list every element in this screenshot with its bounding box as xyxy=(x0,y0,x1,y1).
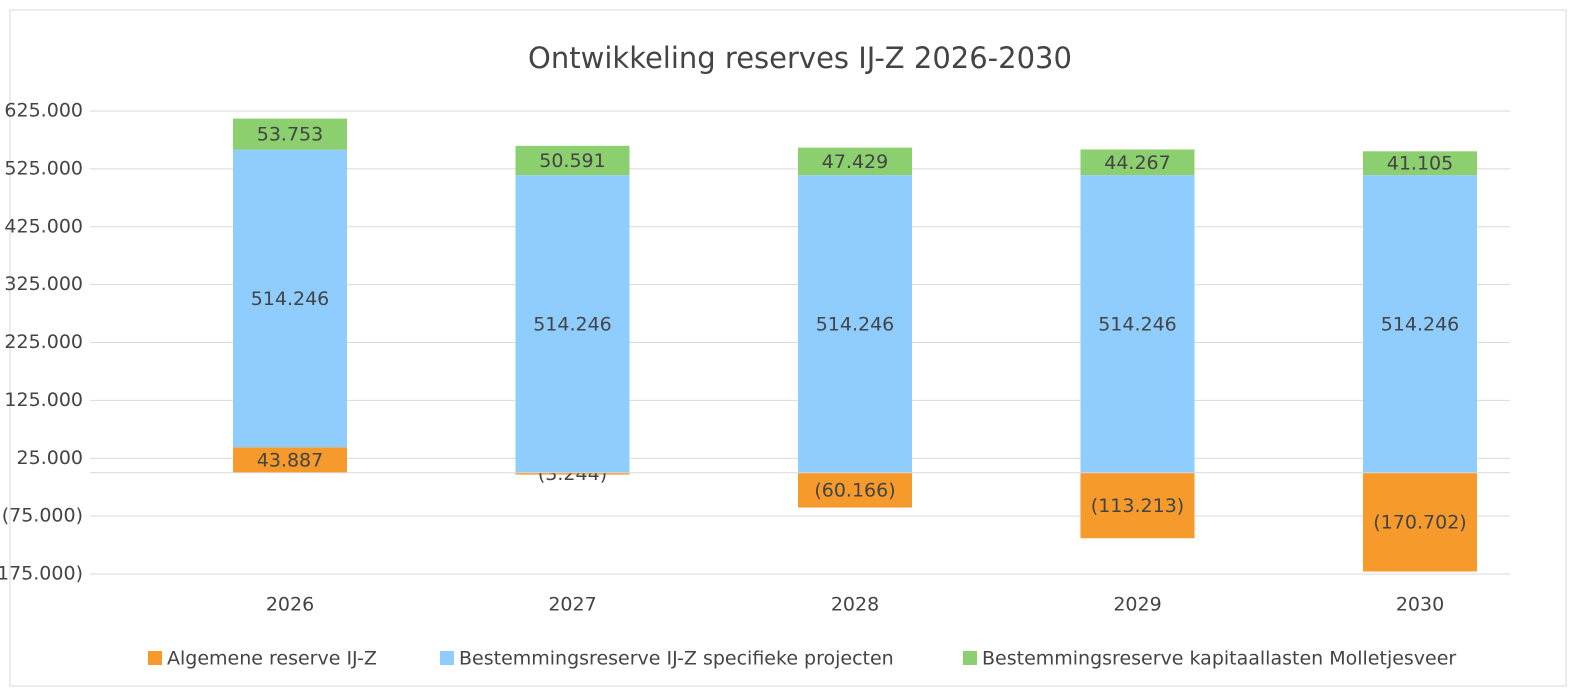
data-label: (170.702) xyxy=(1373,512,1466,534)
bar-segment xyxy=(233,447,347,473)
y-tick-label: (75.000) xyxy=(2,505,83,527)
x-tick-label: 2028 xyxy=(831,594,879,616)
x-tick-label: 2027 xyxy=(548,594,596,616)
chart-title: Ontwikkeling reserves IJ-Z 2026-2030 xyxy=(528,41,1072,75)
y-tick-label: 425.000 xyxy=(4,215,83,237)
bar-segment xyxy=(1080,149,1195,176)
data-label: 514.246 xyxy=(1381,313,1460,335)
bar-segment xyxy=(1363,151,1477,176)
data-label: 44.267 xyxy=(1104,152,1170,174)
data-label: 43.887 xyxy=(257,450,323,472)
legend-label: Algemene reserve IJ-Z xyxy=(167,648,377,670)
y-tick-label: 125.000 xyxy=(4,389,83,411)
y-tick-label: 225.000 xyxy=(4,331,83,353)
bar-segment xyxy=(515,175,630,473)
data-label: (60.166) xyxy=(814,480,895,502)
data-label: 514.246 xyxy=(1098,313,1177,335)
data-label: 47.429 xyxy=(822,151,888,173)
legend-swatch xyxy=(963,651,977,665)
bar-segment xyxy=(798,175,912,473)
y-tick-label: 625.000 xyxy=(4,100,83,122)
bar-segment xyxy=(515,472,630,475)
legend-swatch xyxy=(148,651,162,665)
data-label: 514.246 xyxy=(533,313,612,335)
bar-segment xyxy=(798,147,912,176)
bar-segment xyxy=(233,149,347,448)
x-tick-label: 2030 xyxy=(1396,594,1444,616)
bar-segment xyxy=(798,472,912,508)
legend-swatch xyxy=(440,651,454,665)
bar-segment xyxy=(1363,175,1477,473)
data-label: 53.753 xyxy=(257,124,323,146)
data-label: 514.246 xyxy=(816,313,895,335)
data-label: 50.591 xyxy=(539,150,605,172)
bar-segment xyxy=(515,145,630,176)
bar-segment xyxy=(233,118,347,150)
y-tick-label: 325.000 xyxy=(4,273,83,295)
y-tick-label: 25.000 xyxy=(17,447,83,469)
data-label: 514.246 xyxy=(251,288,330,310)
legend-label: Bestemmingsreserve IJ-Z specifieke proje… xyxy=(459,648,894,670)
data-label: 41.105 xyxy=(1387,153,1453,175)
x-tick-label: 2029 xyxy=(1113,594,1161,616)
y-tick-label: 525.000 xyxy=(4,157,83,179)
y-tick-label: (175.000) xyxy=(0,563,83,585)
data-label: (113.213) xyxy=(1091,495,1184,517)
bar-segment xyxy=(1080,472,1195,539)
legend-label: Bestemmingsreserve kapitaallasten Mollet… xyxy=(982,648,1456,670)
bar-segment xyxy=(1363,472,1477,572)
bar-segment xyxy=(1080,175,1195,473)
x-tick-label: 2026 xyxy=(266,594,314,616)
